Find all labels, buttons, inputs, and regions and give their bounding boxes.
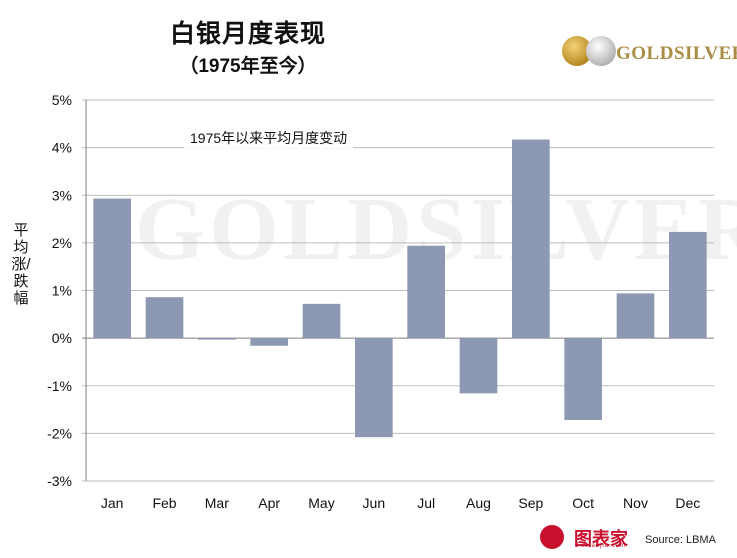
y-tick-label: 3% xyxy=(52,187,72,203)
bar-feb xyxy=(145,297,184,339)
bar-aug xyxy=(459,338,498,394)
x-tick-label: Oct xyxy=(572,495,594,511)
bar-apr xyxy=(250,338,289,346)
y-tick-label: 5% xyxy=(52,92,72,108)
bar-dec xyxy=(668,231,707,339)
bar-jan xyxy=(93,198,132,339)
x-tick-label: Jul xyxy=(417,495,435,511)
x-tick-label: Mar xyxy=(205,495,229,511)
y-tick-label: -2% xyxy=(47,425,72,441)
x-tick-label: Jan xyxy=(101,495,124,511)
y-axis-label: 平均涨/跌幅 xyxy=(11,222,31,307)
bar-nov xyxy=(616,293,655,339)
y-tick-label: -3% xyxy=(47,473,72,489)
silver-coin-icon xyxy=(586,36,616,66)
y-tick-label: 1% xyxy=(52,283,72,299)
x-tick-label: Aug xyxy=(466,495,491,511)
bar-mar xyxy=(197,338,236,340)
x-tick-label: Sep xyxy=(518,495,543,511)
y-tick-label: -1% xyxy=(47,378,72,394)
brand-badge-icon xyxy=(540,525,564,549)
y-tick-label: 4% xyxy=(52,140,72,156)
bar-oct xyxy=(564,338,603,421)
chart-title: 白银月度表现 xyxy=(169,20,326,48)
goldsilver-logo: GOLDSILVER xyxy=(560,34,737,74)
x-tick-label: Nov xyxy=(623,495,648,511)
brand-subtext: Tubiaojia.com xyxy=(576,543,627,549)
x-tick-label: May xyxy=(308,495,334,511)
x-tick-label: Dec xyxy=(675,495,700,511)
chart-subtitle: （1975年至今） xyxy=(179,56,317,77)
bar-sep xyxy=(511,139,550,339)
x-tick-label: Jun xyxy=(363,495,386,511)
bar-jul xyxy=(407,245,446,339)
legend-label: 1975年以来平均月度变动 xyxy=(184,128,354,148)
logo-text: GOLDSILVER xyxy=(616,43,737,64)
x-tick-label: Feb xyxy=(152,495,176,511)
bar-jun xyxy=(354,338,393,438)
y-tick-label: 2% xyxy=(52,235,72,251)
tubiaojia-logo: 图表家 Tubiaojia.com xyxy=(540,523,640,551)
source-note: Source: LBMA xyxy=(645,534,716,546)
x-tick-label: Apr xyxy=(258,495,280,511)
y-tick-label: 0% xyxy=(52,330,72,346)
brand-text: 图表家 xyxy=(574,529,628,550)
bar-may xyxy=(302,303,341,339)
